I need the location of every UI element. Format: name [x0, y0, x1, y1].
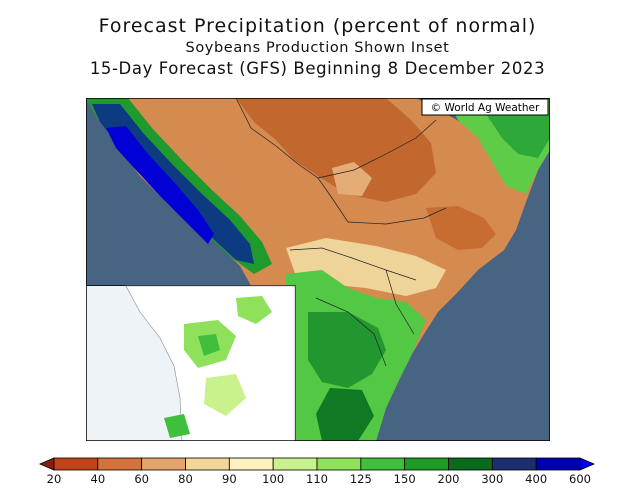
wet-south-inner	[308, 312, 386, 388]
colorbar-swatch	[360, 457, 406, 471]
colorbar-label: 150	[393, 472, 416, 486]
colorbar-label: 40	[90, 472, 106, 486]
colorbar-arrow-low	[38, 457, 55, 471]
precipitation-map: © World Ag Weather	[86, 98, 550, 441]
copyright-box	[421, 98, 549, 116]
map-subtitle: Soybeans Production Shown Inset	[185, 40, 450, 56]
colorbar-label: 100	[262, 472, 285, 486]
colorbar-label: 80	[178, 472, 193, 486]
colorbar-swatch	[185, 457, 230, 471]
colorbar-label: 200	[437, 472, 460, 486]
forecast-period: 15-Day Forecast (GFS) Beginning 8 Decemb…	[89, 59, 546, 78]
soybean-inset	[86, 285, 296, 441]
dry-core-north	[236, 98, 436, 202]
colorbar-swatch	[448, 457, 493, 471]
colorbar-swatch	[53, 457, 99, 471]
colorbar-label: 400	[525, 472, 548, 486]
colorbar-swatch	[272, 457, 318, 471]
dry-spot	[332, 162, 372, 196]
colorbar-swatch	[491, 457, 537, 471]
colorbar-swatch	[535, 457, 581, 471]
colorbar-label: 600	[569, 472, 591, 486]
colorbar-swatch	[228, 457, 274, 471]
dry-core-east	[426, 206, 496, 250]
colorbar-swatch	[404, 457, 449, 471]
andes-extreme	[106, 126, 214, 244]
colorbar-label: 20	[46, 472, 62, 486]
wet-northeast-inner	[486, 106, 550, 158]
colorbar-swatch	[316, 457, 362, 471]
colorbar-label: 90	[222, 472, 237, 486]
map-title: Forecast Precipitation (percent of norma…	[98, 15, 537, 37]
copyright-text: © World Ag Weather	[431, 102, 540, 114]
colorbar-swatch	[97, 457, 143, 471]
colorbar-swatch	[141, 457, 186, 471]
colorbar-label: 125	[349, 472, 372, 486]
colorbar-label: 110	[306, 472, 328, 486]
wet-south-deep	[316, 388, 374, 441]
colorbar	[38, 457, 596, 471]
colorbar-arrow-high	[579, 457, 596, 471]
colorbar-label: 60	[134, 472, 149, 486]
colorbar-label: 300	[481, 472, 504, 486]
